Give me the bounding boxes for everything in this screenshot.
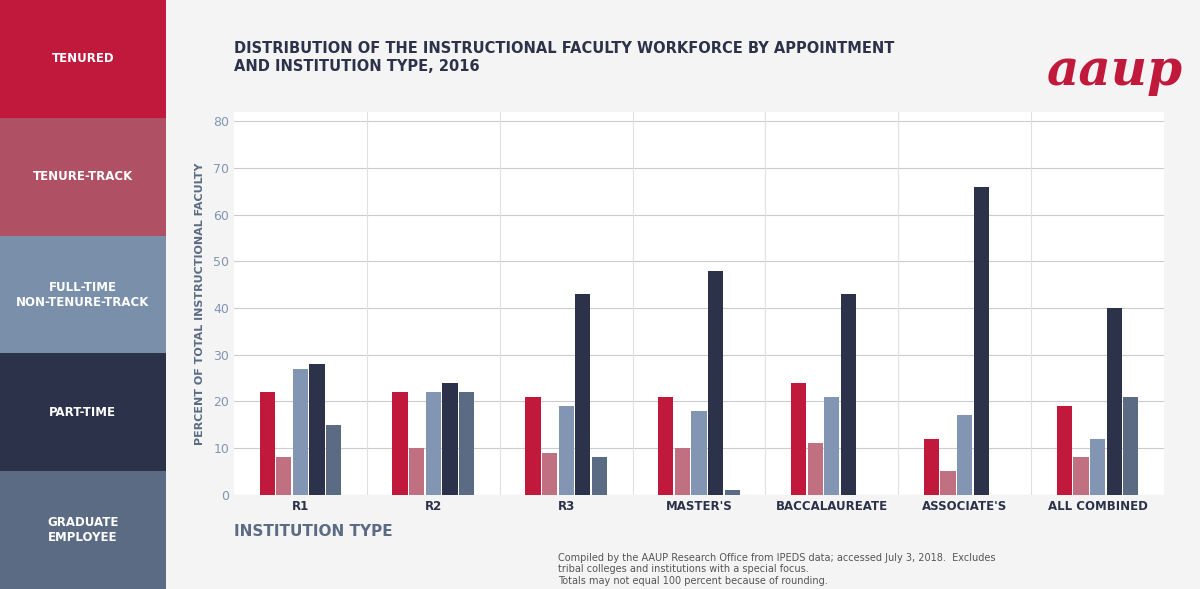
Text: aaup: aaup <box>1046 47 1182 96</box>
Text: DISTRIBUTION OF THE INSTRUCTIONAL FACULTY WORKFORCE BY APPOINTMENT
AND INSTITUTI: DISTRIBUTION OF THE INSTRUCTIONAL FACULT… <box>234 41 894 74</box>
Bar <box>658 397 673 495</box>
Bar <box>276 458 292 495</box>
Bar <box>443 383 457 495</box>
Text: TENURE-TRACK: TENURE-TRACK <box>32 170 133 183</box>
Bar <box>1073 458 1088 495</box>
Bar <box>0 471 166 589</box>
Text: Compiled by the AAUP Research Office from IPEDS data; accessed July 3, 2018.  Ex: Compiled by the AAUP Research Office fro… <box>558 553 996 586</box>
Bar <box>791 383 806 495</box>
Bar <box>0 353 166 471</box>
Bar <box>458 392 474 495</box>
Bar <box>691 411 707 495</box>
Bar <box>973 187 989 495</box>
Bar <box>841 294 856 495</box>
X-axis label: INSTITUTION TYPE: INSTITUTION TYPE <box>234 524 392 539</box>
Bar <box>1123 397 1139 495</box>
Bar <box>592 458 607 495</box>
Bar <box>259 392 275 495</box>
Y-axis label: PERCENT OF TOTAL INSTRUCTIONAL FACULTY: PERCENT OF TOTAL INSTRUCTIONAL FACULTY <box>194 162 205 445</box>
Bar <box>824 397 840 495</box>
Bar <box>725 490 740 495</box>
Bar <box>1090 439 1105 495</box>
Bar <box>941 471 955 495</box>
Bar <box>409 448 425 495</box>
Bar <box>426 392 440 495</box>
Text: PART-TIME: PART-TIME <box>49 406 116 419</box>
Text: GRADUATE
EMPLOYEE: GRADUATE EMPLOYEE <box>47 516 119 544</box>
Bar <box>1057 406 1072 495</box>
Bar <box>708 271 724 495</box>
Bar <box>674 448 690 495</box>
Text: TENURED: TENURED <box>52 52 114 65</box>
Bar <box>558 406 574 495</box>
Bar <box>310 364 325 495</box>
Bar <box>575 294 590 495</box>
Bar <box>293 369 308 495</box>
Bar <box>392 392 408 495</box>
Bar <box>0 118 166 236</box>
Bar <box>542 453 557 495</box>
Bar <box>526 397 540 495</box>
Bar <box>924 439 940 495</box>
Bar <box>0 236 166 353</box>
Bar <box>326 425 341 495</box>
Bar <box>958 415 972 495</box>
Text: FULL-TIME
NON-TENURE-TRACK: FULL-TIME NON-TENURE-TRACK <box>16 280 150 309</box>
Bar <box>0 0 166 118</box>
Bar <box>808 444 823 495</box>
Bar <box>1106 308 1122 495</box>
